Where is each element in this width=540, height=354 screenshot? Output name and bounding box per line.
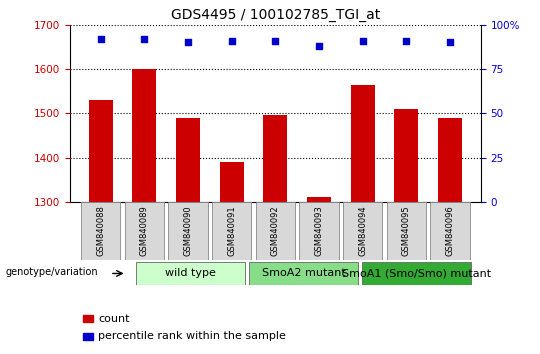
FancyBboxPatch shape xyxy=(81,202,120,259)
Point xyxy=(446,40,454,45)
Point xyxy=(315,43,323,49)
Title: GDS4495 / 100102785_TGI_at: GDS4495 / 100102785_TGI_at xyxy=(171,8,380,22)
Bar xyxy=(350,85,375,202)
FancyBboxPatch shape xyxy=(343,202,382,259)
FancyBboxPatch shape xyxy=(430,202,470,259)
Bar xyxy=(132,69,157,202)
Text: SmoA2 mutant: SmoA2 mutant xyxy=(262,268,346,279)
Text: GSM840093: GSM840093 xyxy=(315,206,323,256)
Point xyxy=(97,36,105,42)
Text: GSM840089: GSM840089 xyxy=(140,206,149,256)
FancyBboxPatch shape xyxy=(362,262,471,285)
FancyBboxPatch shape xyxy=(212,202,252,259)
Point xyxy=(184,40,192,45)
Point xyxy=(227,38,236,44)
FancyBboxPatch shape xyxy=(168,202,208,259)
Text: GSM840094: GSM840094 xyxy=(358,206,367,256)
Bar xyxy=(438,118,462,202)
Point xyxy=(140,36,149,42)
Text: genotype/variation: genotype/variation xyxy=(5,267,98,277)
Bar xyxy=(307,197,331,202)
FancyBboxPatch shape xyxy=(125,202,164,259)
Bar xyxy=(176,118,200,202)
FancyBboxPatch shape xyxy=(136,262,245,285)
Bar xyxy=(83,315,93,322)
FancyBboxPatch shape xyxy=(249,262,359,285)
Bar xyxy=(264,115,287,202)
Text: GSM840090: GSM840090 xyxy=(184,206,193,256)
Bar xyxy=(220,162,244,202)
Text: count: count xyxy=(98,314,130,324)
Point xyxy=(271,38,280,44)
Text: GSM840092: GSM840092 xyxy=(271,206,280,256)
Text: GSM840088: GSM840088 xyxy=(96,206,105,256)
Text: wild type: wild type xyxy=(165,268,217,279)
Text: GSM840095: GSM840095 xyxy=(402,206,411,256)
Text: GSM840091: GSM840091 xyxy=(227,206,236,256)
Text: percentile rank within the sample: percentile rank within the sample xyxy=(98,331,286,341)
Text: SmoA1 (Smo/Smo) mutant: SmoA1 (Smo/Smo) mutant xyxy=(342,268,491,279)
Bar xyxy=(394,109,418,202)
FancyBboxPatch shape xyxy=(256,202,295,259)
Text: GSM840096: GSM840096 xyxy=(446,206,455,256)
Bar xyxy=(83,333,93,340)
FancyBboxPatch shape xyxy=(299,202,339,259)
Point xyxy=(359,38,367,44)
Point xyxy=(402,38,411,44)
FancyBboxPatch shape xyxy=(387,202,426,259)
Bar xyxy=(89,100,113,202)
